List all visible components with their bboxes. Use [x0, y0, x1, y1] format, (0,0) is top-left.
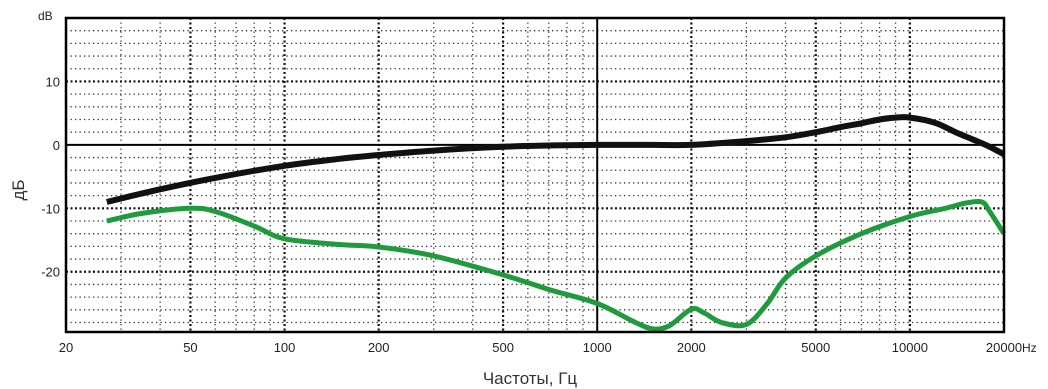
y-tick-label: 10	[46, 74, 60, 89]
major-grid	[66, 18, 1004, 332]
x-axis-title: Частоты, Гц	[483, 369, 578, 388]
x-tick-label: 500	[492, 340, 514, 355]
plot-frame	[64, 16, 1006, 334]
y-axis-title: дБ	[9, 179, 28, 200]
x-axis-ticks: 20 50 100 200 500 1000 2000 5000 10000 20000	[59, 340, 1022, 355]
series-line-black	[106, 114, 1006, 205]
y-tick-label: -10	[41, 201, 60, 216]
x-tick-label: 20000	[986, 340, 1022, 355]
x-tick-label: 50	[183, 340, 197, 355]
x-tick-label: 100	[274, 340, 296, 355]
y-tick-label: 0	[53, 138, 60, 153]
y-axis-unit: dB	[38, 9, 53, 23]
x-tick-label: 10000	[892, 340, 928, 355]
x-tick-label: 2000	[677, 340, 706, 355]
y-axis-ticks: 10 0 -10 -20	[41, 74, 60, 279]
x-tick-label: 20	[59, 340, 73, 355]
x-tick-label: 200	[368, 340, 390, 355]
x-tick-label: 1000	[583, 340, 612, 355]
series-line-green	[106, 198, 1007, 332]
x-axis-unit: Hz	[1022, 341, 1037, 355]
series-layer	[106, 114, 1007, 332]
x-tick-label: 5000	[801, 340, 830, 355]
y-tick-label: -20	[41, 265, 60, 280]
